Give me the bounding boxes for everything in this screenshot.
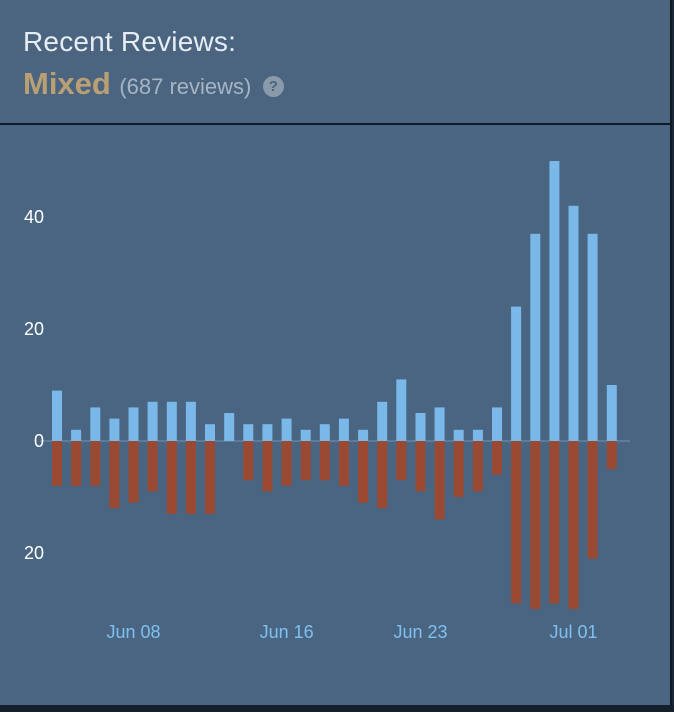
positive-bar[interactable]: [530, 233, 541, 441]
positive-bar[interactable]: [109, 418, 120, 441]
negative-bar[interactable]: [377, 441, 388, 509]
negative-bar[interactable]: [415, 441, 426, 492]
positive-bar[interactable]: [166, 401, 177, 441]
negative-bar[interactable]: [453, 441, 464, 497]
positive-bar[interactable]: [434, 407, 445, 441]
positive-bar[interactable]: [262, 424, 273, 441]
negative-bar[interactable]: [587, 441, 598, 559]
negative-bar[interactable]: [71, 441, 82, 486]
negative-bar[interactable]: [530, 441, 541, 609]
positive-bar[interactable]: [396, 379, 407, 441]
negative-bar[interactable]: [262, 441, 273, 492]
positive-bar[interactable]: [606, 385, 617, 441]
negative-bar[interactable]: [52, 441, 62, 486]
positive-bar[interactable]: [587, 233, 598, 441]
y-tick-label: 20: [24, 543, 44, 563]
positive-bar[interactable]: [568, 205, 579, 441]
positive-bar[interactable]: [128, 407, 139, 441]
positive-bar[interactable]: [147, 401, 158, 441]
positive-bar[interactable]: [243, 424, 254, 441]
negative-bar[interactable]: [300, 441, 311, 481]
positive-bar[interactable]: [224, 413, 235, 441]
negative-bar[interactable]: [185, 441, 196, 514]
negative-bar[interactable]: [128, 441, 139, 503]
positive-bar[interactable]: [90, 407, 101, 441]
review-histogram: 40 20 0 20 Jun 08 Jun 16 Jun 23 Jul 01: [0, 125, 670, 705]
x-tick-label: Jul 01: [549, 622, 597, 642]
reviews-summary-row: Mixed (687 reviews) ?: [23, 66, 284, 102]
review-summary-label[interactable]: Mixed: [23, 66, 111, 101]
footer-strip: [0, 705, 674, 712]
reviews-title: Recent Reviews:: [23, 26, 237, 57]
histogram-svg: 40 20 0 20 Jun 08 Jun 16 Jun 23 Jul 01: [24, 161, 630, 642]
negative-bar[interactable]: [281, 441, 292, 486]
negative-bar[interactable]: [358, 441, 369, 503]
positive-bar[interactable]: [358, 429, 369, 441]
x-axis-ticks: Jun 08 Jun 16 Jun 23 Jul 01: [106, 622, 597, 642]
positive-bar[interactable]: [415, 413, 426, 441]
x-tick-label: Jun 08: [106, 622, 160, 642]
positive-bar[interactable]: [453, 429, 464, 441]
review-count: (687 reviews): [119, 74, 252, 99]
negative-bar[interactable]: [511, 441, 522, 604]
negative-bar[interactable]: [492, 441, 502, 475]
positive-bar[interactable]: [492, 407, 502, 441]
positive-bar[interactable]: [511, 306, 522, 441]
y-tick-label: 0: [34, 431, 44, 451]
x-tick-label: Jun 16: [260, 622, 314, 642]
negative-bar[interactable]: [109, 441, 120, 509]
negative-bar[interactable]: [243, 441, 254, 481]
y-tick-label: 20: [24, 319, 44, 339]
positive-bar[interactable]: [300, 429, 311, 441]
positive-bar[interactable]: [205, 424, 215, 441]
positive-bar[interactable]: [185, 401, 196, 441]
x-tick-label: Jun 23: [393, 622, 447, 642]
positive-bar[interactable]: [549, 161, 560, 441]
negative-bar[interactable]: [472, 441, 483, 492]
negative-bar[interactable]: [396, 441, 407, 481]
negative-bar[interactable]: [434, 441, 445, 520]
negative-bar[interactable]: [147, 441, 158, 492]
negative-bar[interactable]: [166, 441, 177, 514]
negative-bar[interactable]: [319, 441, 330, 481]
negative-bar[interactable]: [205, 441, 215, 514]
y-axis-ticks: 40 20 0 20: [24, 207, 44, 563]
positive-bar[interactable]: [472, 429, 483, 441]
positive-bar[interactable]: [377, 401, 388, 441]
reviews-header: Recent Reviews: Mixed (687 reviews) ?: [0, 0, 670, 125]
negative-bar[interactable]: [606, 441, 617, 469]
positive-bar[interactable]: [52, 390, 62, 441]
negative-bar[interactable]: [568, 441, 579, 609]
help-icon[interactable]: ?: [262, 76, 284, 97]
negative-bar[interactable]: [338, 441, 349, 486]
positive-bar[interactable]: [338, 418, 349, 441]
positive-bar[interactable]: [319, 424, 330, 441]
positive-bar[interactable]: [281, 418, 292, 441]
y-tick-label: 40: [24, 207, 44, 227]
bars-group: [52, 161, 617, 609]
negative-bar[interactable]: [90, 441, 101, 486]
negative-bar[interactable]: [549, 441, 560, 604]
positive-bar[interactable]: [71, 429, 82, 441]
